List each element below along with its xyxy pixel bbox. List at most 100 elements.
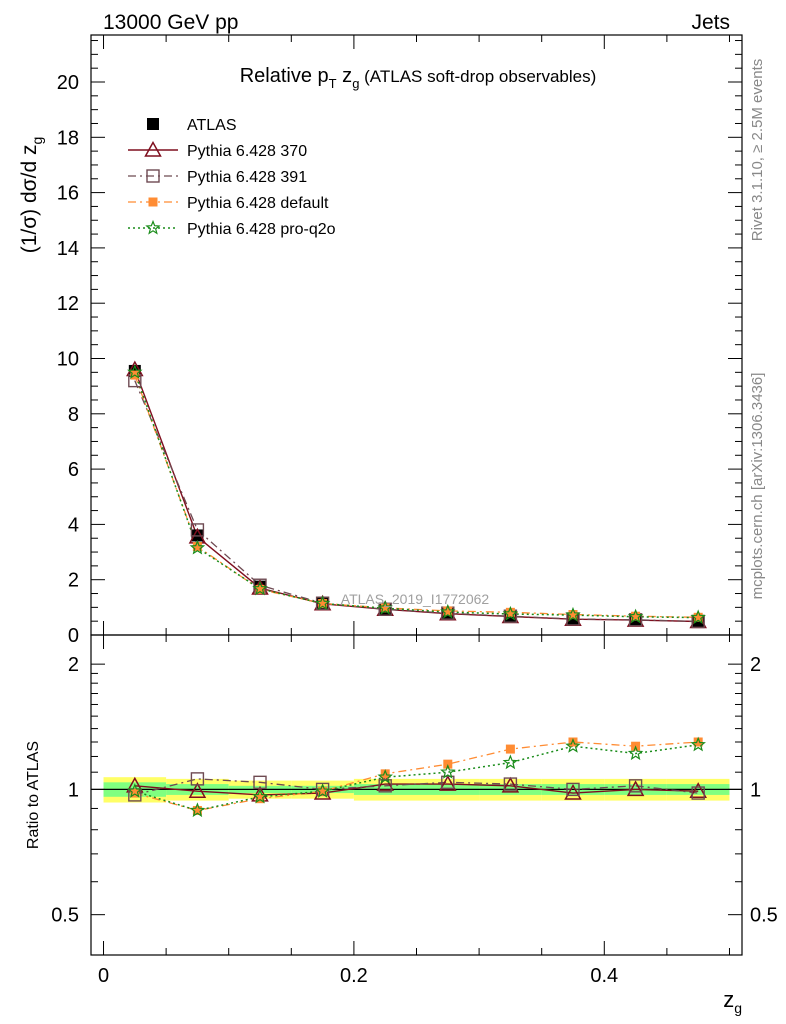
ratio-xtick-label: 0.4 (590, 965, 618, 987)
main-point-pproq2o (440, 603, 456, 619)
ratio-point-pproq2o (127, 783, 143, 798)
xlabel-sub: g (734, 1000, 742, 1016)
ratio-point-pproq2o (252, 788, 268, 804)
ylabel-main: (1/σ) dσ/d zg (18, 137, 45, 254)
xlabel-base: z (723, 987, 734, 1012)
ratio-ytick-label-right: 0.5 (750, 905, 778, 927)
main-point-pproq2o (314, 595, 331, 611)
watermark: ATLAS_2019_I1772062 (341, 591, 490, 607)
side-mcplots: mcplots.cern.ch [arXiv:1306.3436] (749, 373, 766, 600)
main-ytick-label: 18 (57, 127, 79, 149)
main-point-pdefault (255, 584, 265, 594)
legend-marker-p391 (146, 169, 160, 183)
ratio-ytick-label: 0.5 (51, 905, 79, 927)
ratio-point-pproq2o (502, 754, 519, 770)
ratio-line-pproq2o (134, 744, 699, 812)
main-point-pdefault (505, 607, 515, 617)
legend-marker-pdefault (148, 197, 158, 207)
ratio-point-pdefault (255, 794, 265, 804)
ratio-point-p370 (626, 780, 645, 797)
ratio-point-pproq2o (440, 764, 456, 779)
ratio-point-p391 (190, 772, 205, 786)
ratio-point-pproq2o (690, 736, 706, 752)
ratio-point-p370 (376, 775, 394, 791)
ratio-point-p391 (441, 775, 455, 790)
ratio-point-pproq2o (627, 745, 644, 761)
ratio-point-pproq2o (314, 783, 331, 798)
legend-label-pdefault: Pythia 6.428 default (187, 195, 329, 212)
ratio-point-p370 (689, 782, 707, 798)
main-point-pproq2o (502, 605, 519, 621)
main-point-pproq2o (127, 364, 143, 379)
title-sub-g: g (352, 76, 359, 91)
ratio-point-p391 (566, 782, 580, 797)
main-ytick-label: 8 (68, 404, 79, 426)
ratio-line-p391 (134, 778, 699, 796)
ratio-point-pdefault (380, 769, 390, 779)
ratio-point-pdefault (318, 786, 328, 796)
ylabel-ratio: Ratio to ATLAS (25, 741, 42, 849)
ratio-ytick-label-right: 1 (750, 779, 761, 801)
ratio-xtick-label: 0 (98, 965, 109, 987)
ratio-point-p370 (501, 776, 520, 793)
main-point-pproq2o (189, 539, 206, 555)
side-rivet: Rivet 3.1.10, ≥ 2.5M events (749, 59, 766, 242)
ratio-point-p391 (503, 777, 518, 791)
legend-label-p370: Pythia 6.428 370 (187, 143, 307, 160)
ratio-point-pproq2o (565, 738, 581, 753)
main-point-pdefault (192, 542, 202, 552)
legend-label-atlas: ATLAS (187, 117, 237, 134)
ratio-ytick-label: 2 (68, 654, 79, 676)
main-ytick-label: 14 (57, 238, 79, 260)
main-point-pdefault (380, 603, 390, 613)
main-line-pproq2o (134, 372, 699, 619)
ratio-point-pproq2o (377, 769, 393, 784)
main-line-p391 (134, 380, 699, 623)
ratio-point-pdefault (568, 737, 578, 747)
main-point-p391 (190, 523, 205, 537)
main-ytick-label: 12 (57, 293, 79, 315)
main-ytick-label: 0 (68, 625, 79, 647)
ylabel-main-sub: g (29, 137, 45, 145)
plot-title: Relative pT zg (ATLAS soft-drop observab… (240, 65, 597, 91)
main-ytick-label: 10 (57, 349, 79, 371)
ratio-series (126, 736, 707, 818)
ratio-point-p370 (188, 782, 207, 798)
title-mid: z (337, 65, 353, 87)
ratio-ytick-label-right: 2 (750, 654, 761, 676)
ratio-point-p370 (439, 775, 457, 791)
main-point-pproq2o (252, 580, 268, 596)
ratio-point-p391 (253, 775, 267, 790)
title-main: Relative p (240, 65, 329, 87)
ratio-point-pdefault (505, 744, 515, 754)
header-right: Jets (691, 11, 730, 34)
title-paren: (ATLAS soft-drop observables) (359, 67, 596, 86)
xlabel: zg (723, 987, 742, 1016)
main-ytick-label: 16 (57, 183, 79, 205)
main-ytick-label: 20 (57, 72, 79, 94)
main-point-pproq2o (565, 606, 581, 622)
main-ytick-label: 2 (68, 570, 79, 592)
ratio-xtick-label: 0.2 (340, 965, 368, 987)
main-line-p370 (134, 369, 699, 623)
ratio-point-pdefault (192, 805, 202, 815)
ratio-point-p391 (691, 786, 705, 800)
main-point-pdefault (568, 610, 578, 620)
main-point-pproq2o (627, 608, 644, 624)
ratio-point-pdefault (693, 737, 703, 747)
ratio-point-p370 (564, 784, 582, 800)
ylabel-main-text: (1/σ) dσ/d z (18, 145, 41, 254)
main-point-pproq2o (690, 609, 706, 625)
legend-label-pproq2o: Pythia 6.428 pro-q2o (187, 221, 336, 238)
ratio-line-p370 (134, 783, 699, 796)
main-series (126, 360, 707, 629)
main-point-pdefault (443, 606, 453, 616)
legend: ATLAS Pythia 6.428 370 Pythia 6.428 391 Pyt… (128, 117, 336, 238)
ratio-point-p391 (628, 779, 643, 793)
legend-marker-atlas (147, 118, 159, 130)
legend-marker-p370 (144, 140, 162, 157)
main-point-pproq2o (377, 600, 393, 615)
legend-label-p391: Pythia 6.428 391 (187, 169, 307, 186)
